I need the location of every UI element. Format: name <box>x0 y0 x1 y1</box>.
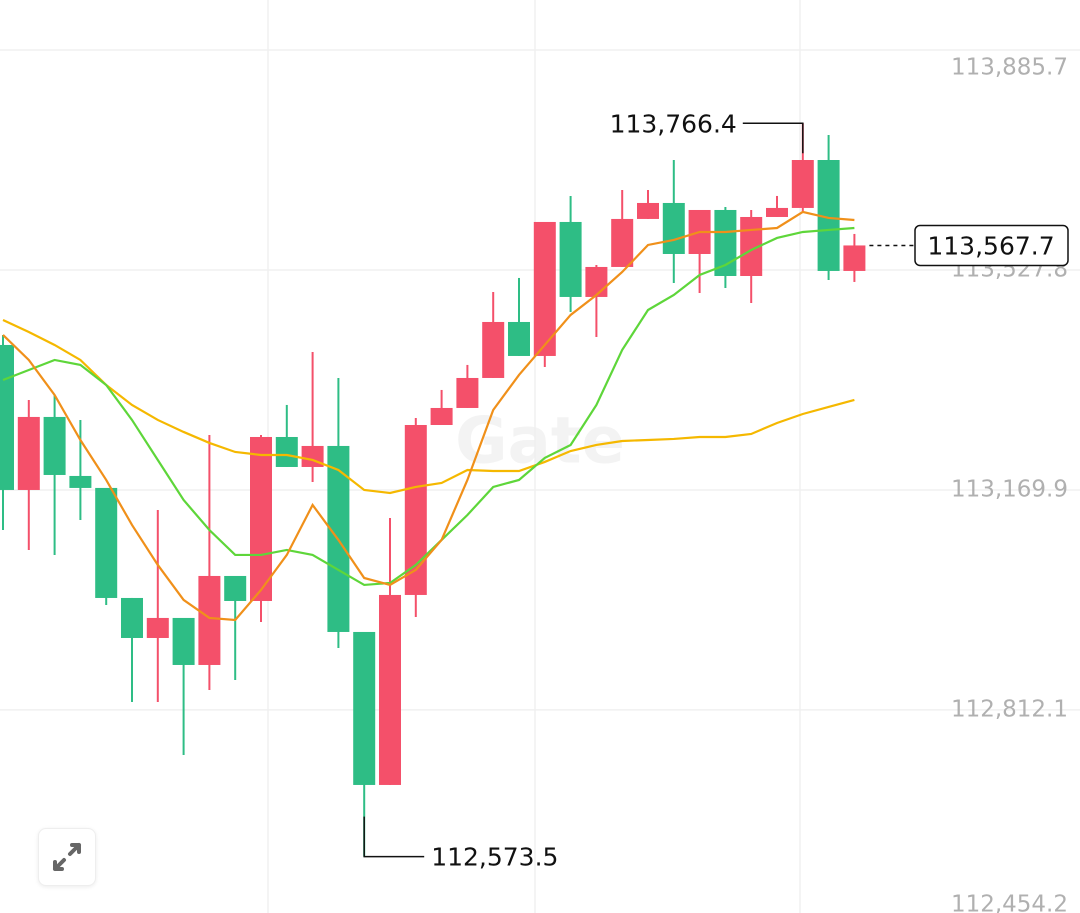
candle-body <box>637 202 659 219</box>
candle-body <box>714 209 737 276</box>
y-tick-label: 112,812.1 <box>951 696 1068 722</box>
last-price-label: 113,567.7 <box>927 231 1054 260</box>
candle-body <box>662 202 685 254</box>
candle-body <box>198 575 221 665</box>
candle-body <box>250 436 272 601</box>
candle-body <box>456 377 479 408</box>
y-tick-label: 113,885.7 <box>951 55 1068 81</box>
candle-body <box>0 344 14 490</box>
ma-line <box>2 318 855 495</box>
candle-body <box>817 160 840 271</box>
candle-body <box>353 631 376 785</box>
candle-body <box>843 245 866 271</box>
min-marker-line <box>363 816 425 858</box>
candle-body <box>95 487 118 598</box>
y-tick-label: 113,169.9 <box>951 476 1068 502</box>
candle-body <box>146 617 169 638</box>
max-marker-line <box>742 122 804 154</box>
candle-body <box>791 160 814 208</box>
candle-body <box>508 321 530 356</box>
candle-body <box>611 218 634 267</box>
candle-body <box>766 207 788 217</box>
ma-line <box>2 210 855 622</box>
candle-body <box>275 436 298 467</box>
candle-body <box>224 575 247 601</box>
expand-icon <box>53 843 81 871</box>
last-price-box <box>914 224 1069 267</box>
candle-body <box>379 594 401 785</box>
y-tick-label: 112,454.2 <box>951 892 1068 913</box>
max-marker-label: 113,766.4 <box>610 109 737 138</box>
candle-body <box>740 216 763 276</box>
candle-body <box>404 424 427 595</box>
candle-body <box>482 321 505 378</box>
expand-button[interactable] <box>38 828 96 886</box>
candle-body <box>172 617 195 665</box>
candle-body <box>559 221 582 297</box>
ma-line <box>2 226 855 587</box>
candle-body <box>430 407 453 425</box>
candle-body <box>533 221 556 356</box>
candle-body <box>69 475 92 488</box>
candle-body <box>121 597 143 638</box>
candle-body <box>585 266 608 297</box>
candle-body <box>17 416 40 490</box>
min-marker-label: 112,573.5 <box>431 843 558 872</box>
candle-body <box>43 416 66 475</box>
watermark: Gate <box>455 405 625 479</box>
